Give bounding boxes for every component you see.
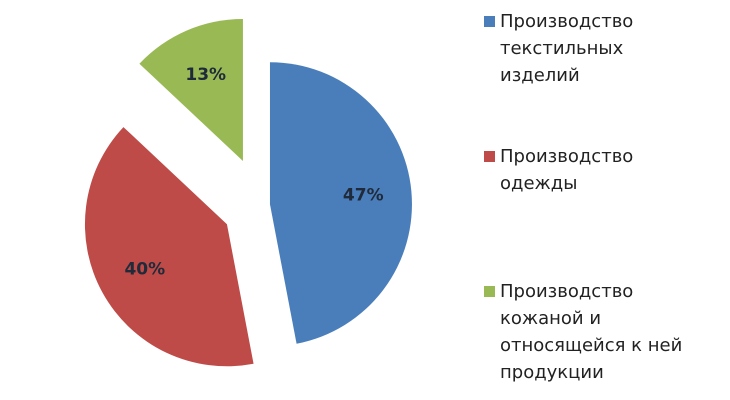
pie-slice bbox=[84, 127, 254, 367]
legend-item: Производство кожаной и относящейся к ней… bbox=[480, 278, 720, 400]
legend-label: Производство одежды bbox=[500, 146, 634, 194]
slice-label: 13% bbox=[185, 65, 226, 85]
legend-item: Производство текстильных изделий bbox=[480, 8, 720, 143]
slice-label: 40% bbox=[124, 259, 165, 279]
legend: Производство текстильных изделий Производ… bbox=[480, 8, 720, 400]
legend-label: Производство кожаной и относящейся к ней… bbox=[500, 281, 683, 383]
pie-slice bbox=[269, 62, 412, 344]
slice-label: 47% bbox=[343, 185, 384, 205]
legend-swatch bbox=[484, 151, 495, 162]
pie-slice bbox=[139, 18, 243, 161]
pie-area: 47% 40% 13% bbox=[84, 18, 412, 367]
legend-label: Производство текстильных изделий bbox=[500, 11, 634, 86]
legend-item: Производство одежды bbox=[480, 143, 720, 278]
legend-swatch bbox=[484, 16, 495, 27]
legend-swatch bbox=[484, 286, 495, 297]
